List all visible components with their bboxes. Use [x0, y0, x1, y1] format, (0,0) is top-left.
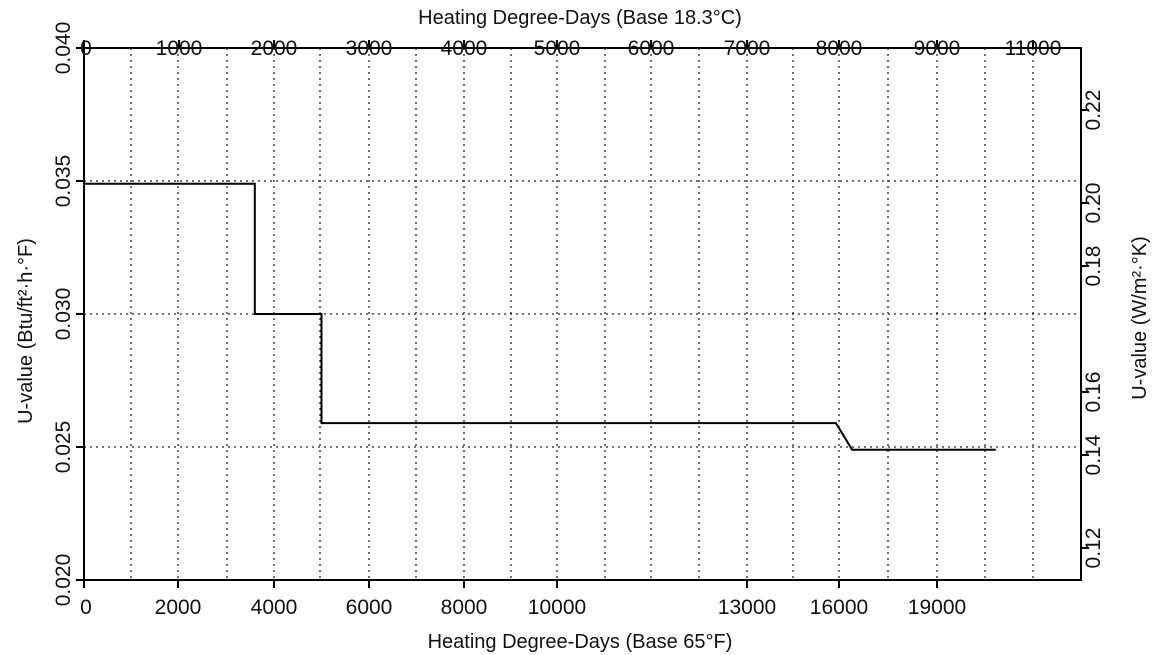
- bottom-tick-label: 19000: [908, 596, 966, 619]
- bottom-tick-label: 6000: [346, 596, 393, 619]
- top-axis-title: Heating Degree-Days (Base 18.3°C): [418, 7, 742, 29]
- top-tick-label: 2000: [251, 37, 298, 60]
- x-axis-title: Heating Degree-Days (Base 65°F): [428, 631, 733, 653]
- top-tick-label: 4000: [441, 37, 488, 60]
- top-tick-label: 0: [80, 37, 92, 60]
- top-tick-label: 9000: [914, 37, 961, 60]
- bottom-tick-label: 8000: [441, 596, 488, 619]
- gridlines: [84, 48, 1081, 580]
- y-axis-title-right: U-value (W/m²·°K): [1129, 236, 1151, 400]
- left-tick-label: 0.020: [52, 554, 75, 607]
- bottom-tick-label: 0: [80, 596, 92, 619]
- right-tick-label: 0.18: [1082, 246, 1105, 287]
- top-tick-label: 11000: [1005, 37, 1062, 60]
- series-line-0: [84, 182, 996, 451]
- left-tick-label: 0.030: [52, 288, 75, 341]
- right-tick-label: 0.12: [1082, 528, 1105, 569]
- left-tick-label: 0.040: [52, 22, 75, 75]
- top-tick-label: 5000: [534, 37, 581, 60]
- bottom-tick-label: 2000: [155, 596, 202, 619]
- right-tick-label: 0.16: [1082, 372, 1105, 413]
- top-tick-label: 6000: [628, 37, 675, 60]
- right-tick-label: 0.14: [1082, 434, 1105, 475]
- left-tick-label: 0.035: [52, 155, 75, 208]
- bottom-tick-label: 13000: [718, 596, 776, 619]
- bottom-tick-label: 4000: [251, 596, 298, 619]
- data-series: [84, 182, 996, 451]
- top-tick-label: 1000: [156, 37, 203, 60]
- y-axis-title-left: U-value (Btu/ft²·h·°F): [15, 238, 37, 424]
- top-tick-label: 7000: [724, 37, 771, 60]
- left-tick-label: 0.025: [52, 421, 75, 474]
- bottom-tick-label: 16000: [810, 596, 868, 619]
- bottom-tick-label: 10000: [528, 596, 586, 619]
- top-tick-label: 3000: [346, 37, 393, 60]
- right-tick-label: 0.22: [1082, 90, 1105, 131]
- tick-labels: 0 2000 4000 6000 8000 10000 13000 16000 19000 0 10…: [52, 22, 1105, 619]
- tick-marks: [76, 40, 1089, 588]
- right-tick-label: 0.20: [1082, 183, 1105, 224]
- top-tick-label: 8000: [816, 37, 863, 60]
